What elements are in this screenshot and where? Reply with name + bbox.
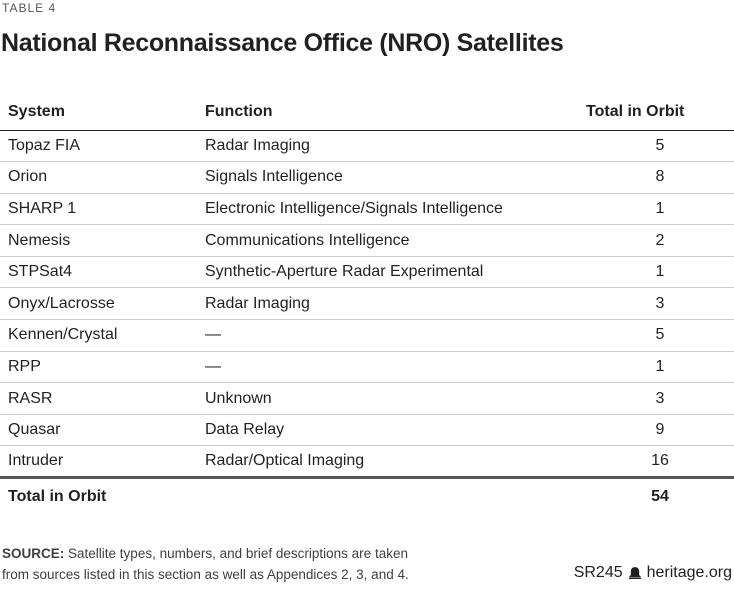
table-row: Intruder Radar/Optical Imaging 16 — [0, 445, 734, 480]
function-cell: Radar Imaging — [205, 287, 586, 321]
total-value: 54 — [651, 487, 669, 505]
function-cell: Data Relay — [205, 414, 586, 447]
system-cell: Nemesis — [0, 224, 205, 257]
total-cell: 16 — [586, 445, 734, 480]
table-row: Topaz FIA Radar Imaging 5 — [0, 130, 734, 163]
total-cell: 3 — [586, 382, 734, 415]
source-text-1: Satellite types, numbers, and brief desc… — [68, 546, 408, 561]
system-cell: Kennen/Crystal — [0, 319, 205, 352]
table-row: Nemesis Communications Intelligence 2 — [0, 224, 734, 257]
total-spacer-cell — [205, 478, 586, 515]
function-cell: — — [205, 351, 586, 384]
source-note: SOURCE: Satellite types, numbers, and br… — [2, 544, 482, 585]
system-cell: Intruder — [0, 445, 205, 480]
function-cell: Synthetic-Aperture Radar Experimental — [205, 256, 586, 289]
system-cell: Quasar — [0, 414, 205, 447]
table-row: Onyx/Lacrosse Radar Imaging 3 — [0, 287, 734, 321]
system-cell: SHARP 1 — [0, 193, 205, 226]
report-id: SR245 — [573, 564, 623, 581]
header-row: System Function Total in Orbit — [0, 95, 734, 131]
total-label: Total in Orbit — [8, 487, 107, 505]
satellites-table: System Function Total in Orbit Topaz FIA… — [0, 95, 734, 515]
table-row: Orion Signals Intelligence 8 — [0, 161, 734, 194]
total-cell: 5 — [586, 319, 734, 352]
source-label: SOURCE: — [2, 546, 65, 561]
system-cell: Orion — [0, 161, 205, 194]
table-row: RPP —1 — [0, 351, 734, 384]
total-cell: 1 — [586, 351, 734, 384]
source-line-2: from sources listed in this section as w… — [2, 566, 409, 582]
table-label: TABLE 4 — [2, 1, 57, 15]
col-header-total-in-orbit: Total in Orbit — [586, 95, 734, 131]
table-row: SHARP 1 Electronic Intelligence/Signals I… — [0, 193, 734, 226]
function-cell: — — [205, 319, 586, 352]
system-cell: STPSat4 — [0, 256, 205, 289]
total-cell: 3 — [586, 287, 734, 321]
total-cell: 1 — [586, 193, 734, 226]
function-cell: Radar Imaging — [205, 130, 586, 163]
function-cell: Radar/Optical Imaging — [205, 445, 586, 480]
table-row: Quasar Data Relay 9 — [0, 414, 734, 447]
col-header-function: Function — [205, 95, 586, 131]
table-body: Topaz FIA Radar Imaging 5 Orion Signals Inte… — [0, 130, 734, 480]
system-cell: Topaz FIA — [0, 130, 205, 163]
system-cell: RPP — [0, 351, 205, 384]
footer-right: SR245 heritage.org — [574, 564, 732, 582]
system-cell: RASR — [0, 382, 205, 415]
total-row: Total in Orbit 54 — [0, 478, 734, 515]
col-header-system: System — [0, 95, 205, 131]
total-cell: 1 — [586, 256, 734, 289]
total-cell: 9 — [586, 414, 734, 447]
source-line-1: SOURCE: Satellite types, numbers, and br… — [2, 544, 482, 565]
table-row: Kennen/Crystal —5 — [0, 319, 734, 352]
total-cell: 2 — [586, 224, 734, 257]
function-cell: Unknown — [205, 382, 586, 415]
liberty-bell-icon — [628, 567, 641, 579]
site-text: heritage.org — [646, 564, 732, 581]
function-cell: Electronic Intelligence/Signals Intellig… — [205, 193, 586, 226]
total-cell: 8 — [586, 161, 734, 194]
system-cell: Onyx/Lacrosse — [0, 287, 205, 321]
page-title: National Reconnaissance Office (NRO) Sat… — [1, 29, 564, 57]
total-cell: 5 — [586, 130, 734, 163]
function-cell: Communications Intelligence — [205, 224, 586, 257]
table-row: STPSat4 Synthetic-Aperture Radar Experime… — [0, 256, 734, 289]
function-cell: Signals Intelligence — [205, 161, 586, 194]
table-row: RASR Unknown 3 — [0, 382, 734, 415]
